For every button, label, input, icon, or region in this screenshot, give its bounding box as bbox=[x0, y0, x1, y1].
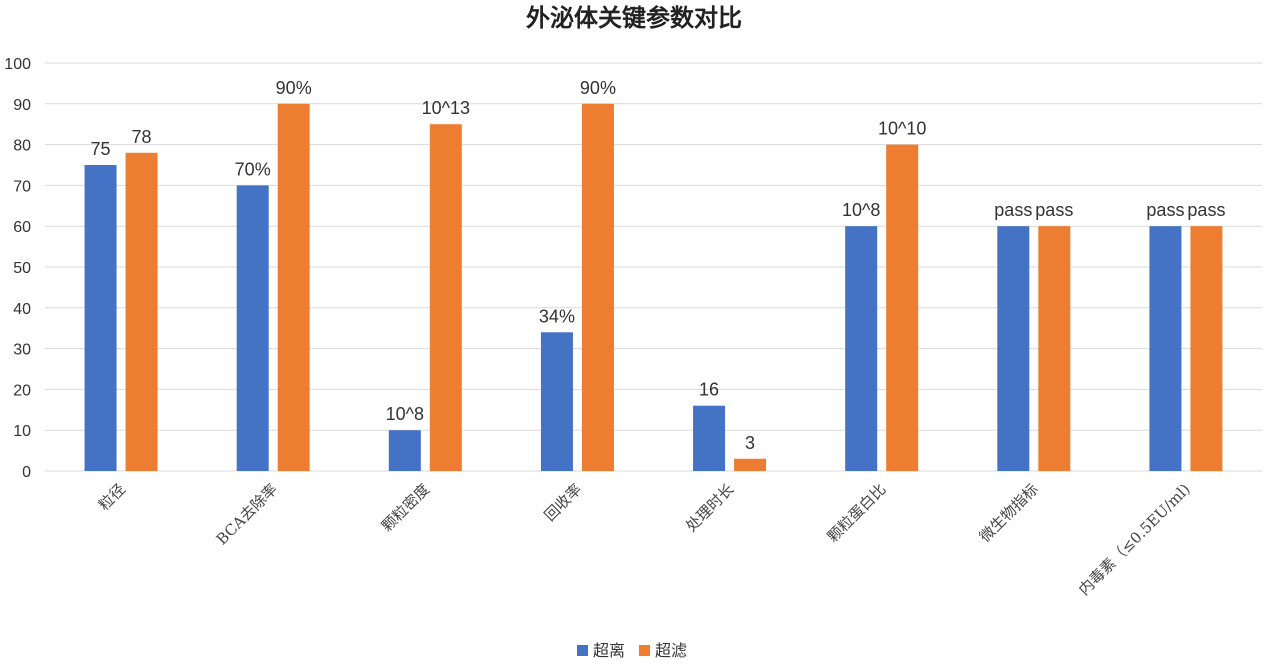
bar-series2 bbox=[429, 124, 462, 471]
y-tick-label: 100 bbox=[4, 56, 31, 73]
bar-series1 bbox=[84, 165, 117, 471]
x-tick-label: 颗粒密度 bbox=[378, 480, 433, 535]
y-tick-label: 20 bbox=[13, 382, 31, 399]
bar-series1 bbox=[693, 405, 726, 471]
bar-series1 bbox=[540, 332, 573, 471]
data-labels: 75 78 70% 90% 10^8 10^13 34% 90% 16 3 10^8 10^10 pas… bbox=[91, 78, 1226, 453]
bar-series1 bbox=[997, 226, 1030, 471]
bar-series2 bbox=[125, 152, 158, 471]
data-label: 10^8 bbox=[386, 404, 424, 424]
y-tick-label: 50 bbox=[13, 260, 31, 277]
data-label: 78 bbox=[132, 127, 152, 147]
data-label: 10^8 bbox=[842, 200, 880, 220]
bar-series2 bbox=[1190, 226, 1223, 471]
data-label: 10^13 bbox=[422, 98, 471, 118]
gridlines bbox=[45, 62, 1262, 472]
bar-series2 bbox=[1038, 226, 1071, 471]
y-tick-label: 70 bbox=[13, 178, 31, 195]
bar-series2 bbox=[277, 103, 310, 472]
data-label: 16 bbox=[699, 380, 719, 400]
y-tick-label: 60 bbox=[13, 219, 31, 236]
bar-series1 bbox=[236, 185, 269, 471]
bar-series2 bbox=[581, 103, 614, 472]
x-tick-label: 粒径 bbox=[95, 480, 129, 514]
chart-title: 外泌体关键参数对比 bbox=[526, 4, 742, 32]
y-tick-label: 0 bbox=[22, 464, 31, 481]
data-label: 90% bbox=[580, 78, 616, 98]
x-tick-label: 颗粒蛋白比 bbox=[824, 480, 890, 546]
bar-series2 bbox=[734, 458, 767, 471]
legend: 超离 超滤 bbox=[577, 641, 687, 660]
bar-series1 bbox=[1149, 226, 1182, 471]
x-tick-label: 内毒素（≤0.5EU/ml) bbox=[1075, 480, 1194, 599]
legend-swatch bbox=[577, 645, 588, 656]
data-label: 34% bbox=[539, 306, 575, 326]
data-label: pass bbox=[1187, 200, 1225, 220]
x-tick-label: 微生物指标 bbox=[976, 480, 1042, 546]
data-label: pass bbox=[994, 200, 1032, 220]
x-tick-label: BCA去除率 bbox=[213, 480, 281, 548]
y-tick-label: 30 bbox=[13, 342, 31, 359]
legend-label: 超滤 bbox=[655, 641, 687, 660]
y-axis-ticks: 0 10 20 30 40 50 60 70 80 90 100 bbox=[4, 56, 31, 481]
legend-label: 超离 bbox=[593, 641, 625, 660]
bar-series2 bbox=[886, 144, 919, 471]
x-axis-ticks: 粒径 BCA去除率 颗粒密度 回收率 处理时长 颗粒蛋白比 微生物指标 内毒素（≤0.5EU/… bbox=[95, 480, 1194, 599]
x-tick-label: 回收率 bbox=[541, 480, 586, 525]
data-label: 90% bbox=[276, 78, 312, 98]
data-label: 3 bbox=[745, 433, 755, 453]
y-tick-label: 40 bbox=[13, 301, 31, 318]
y-tick-label: 80 bbox=[13, 138, 31, 155]
data-label: 10^10 bbox=[878, 119, 927, 139]
legend-swatch bbox=[639, 645, 650, 656]
bars bbox=[84, 103, 1223, 472]
data-label: 70% bbox=[235, 159, 271, 179]
data-label: pass bbox=[1146, 200, 1184, 220]
bar-series1 bbox=[388, 430, 421, 471]
data-label: pass bbox=[1035, 200, 1073, 220]
data-label: 75 bbox=[91, 139, 111, 159]
y-tick-label: 10 bbox=[13, 423, 31, 440]
bar-series1 bbox=[845, 226, 878, 471]
y-tick-label: 90 bbox=[13, 97, 31, 114]
x-tick-label: 处理时长 bbox=[682, 480, 737, 535]
